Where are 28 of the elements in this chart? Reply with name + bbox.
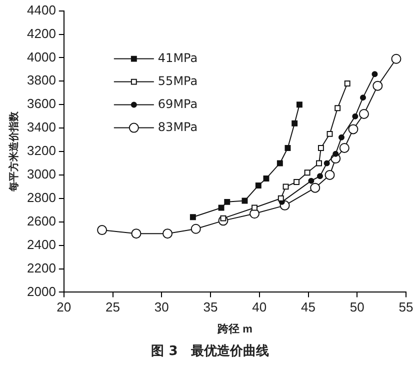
y-tick-label: 3000 — [27, 166, 56, 182]
y-tick-label: 4400 — [27, 2, 56, 18]
x-tick-label: 40 — [252, 300, 267, 315]
y-tick-label: 2800 — [27, 190, 56, 205]
y-tick-label: 2400 — [27, 236, 56, 252]
x-tick-label: 45 — [301, 300, 316, 315]
y-tick-label: 3200 — [27, 143, 56, 158]
y-tick-label: 2200 — [27, 260, 56, 276]
x-tick-label: 50 — [350, 300, 364, 315]
x-tick-label: 25 — [106, 300, 120, 315]
text: 图 3 最优造价曲线 — [150, 343, 270, 360]
legend-label: 83MPa — [158, 120, 198, 134]
y-tick-label: 2600 — [27, 213, 56, 228]
x-tick-label: 30 — [154, 300, 169, 315]
x-tick-label: 20 — [56, 300, 72, 315]
y-tick-label: 3400 — [27, 120, 56, 135]
x-tick-label: 35 — [203, 300, 218, 315]
legend-label: 41MPa — [158, 50, 198, 65]
y-axis-title: 每平方米造价指数 — [8, 110, 20, 192]
legend-label: 55MPa — [158, 74, 198, 88]
y-tick-label: 2000 — [27, 284, 56, 299]
y-tick-label: 4000 — [27, 49, 56, 64]
x-axis-title: 跨径 m — [216, 322, 253, 336]
x-tick-label: 55 — [398, 300, 414, 315]
y-tick-label: 4200 — [27, 26, 56, 41]
legend-label: 69MPa — [158, 96, 198, 111]
y-tick-label: 3600 — [27, 96, 56, 112]
y-tick-label: 3800 — [27, 72, 56, 88]
